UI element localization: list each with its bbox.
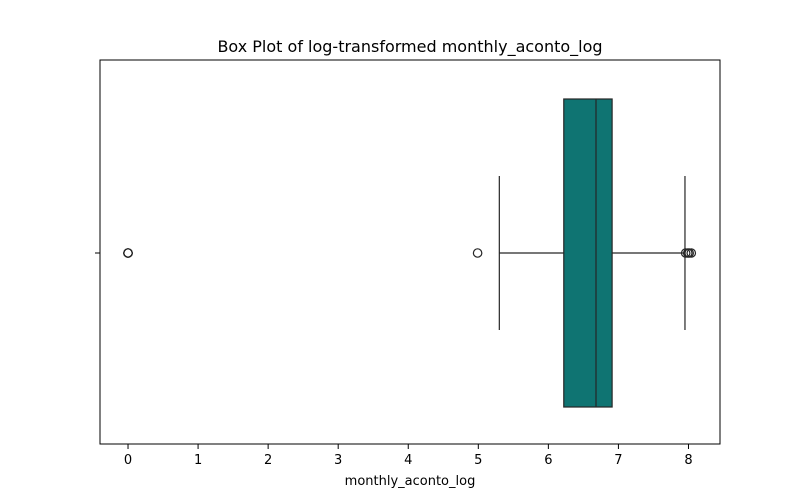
x-axis-ticks: 0 1 2 3 4 5 6 7 8 [124, 444, 693, 468]
x-tick-label: 6 [544, 453, 552, 468]
x-tick-label: 8 [684, 453, 692, 468]
iqr-box [563, 98, 613, 408]
outlier-point [686, 248, 697, 258]
x-axis-label: monthly_aconto_log [345, 474, 476, 489]
outlier-points [123, 248, 697, 258]
outlier-point [472, 248, 483, 258]
box-plot [498, 98, 686, 408]
x-tick-label: 5 [474, 453, 482, 468]
x-tick-label: 7 [614, 453, 622, 468]
outlier-point [123, 248, 133, 258]
x-tick-label: 4 [404, 453, 412, 468]
x-tick-label: 0 [124, 453, 132, 468]
x-tick-label: 1 [194, 453, 202, 468]
x-tick-label: 3 [334, 453, 342, 468]
x-tick-label: 2 [264, 453, 272, 468]
plot-area [99, 59, 721, 445]
chart-title: Box Plot of log-transformed monthly_acon… [217, 37, 602, 57]
